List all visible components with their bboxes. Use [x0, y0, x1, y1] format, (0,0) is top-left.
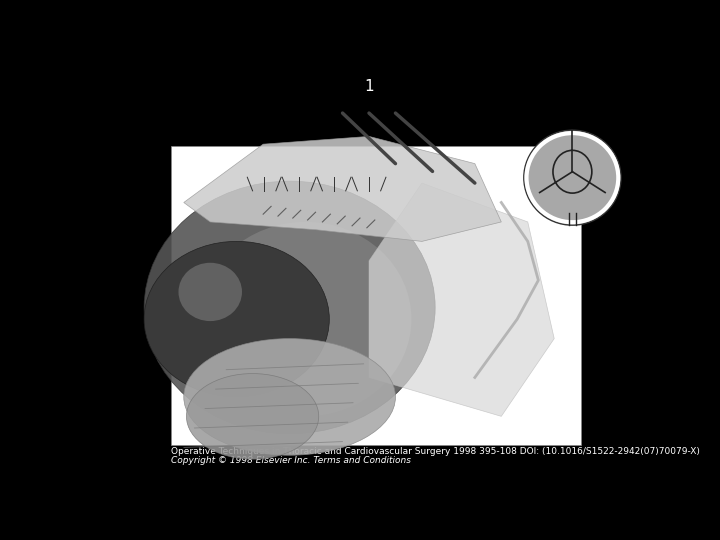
Ellipse shape: [184, 339, 395, 455]
FancyBboxPatch shape: [171, 146, 581, 446]
Ellipse shape: [179, 263, 242, 321]
Text: 1: 1: [364, 79, 374, 94]
Text: Copyright © 1998 Elsevier Inc. Terms and Conditions: Copyright © 1998 Elsevier Inc. Terms and…: [171, 456, 411, 465]
Ellipse shape: [199, 222, 411, 416]
Text: B: B: [120, 460, 132, 475]
Text: Operative Techniques in Thoracic and Cardiovascular Surgery 1998 395-108 DOI: (1: Operative Techniques in Thoracic and Car…: [171, 448, 700, 456]
Ellipse shape: [144, 181, 435, 434]
Ellipse shape: [144, 241, 329, 397]
Ellipse shape: [523, 130, 621, 225]
Polygon shape: [369, 183, 554, 416]
Ellipse shape: [186, 374, 319, 459]
Polygon shape: [184, 137, 501, 241]
